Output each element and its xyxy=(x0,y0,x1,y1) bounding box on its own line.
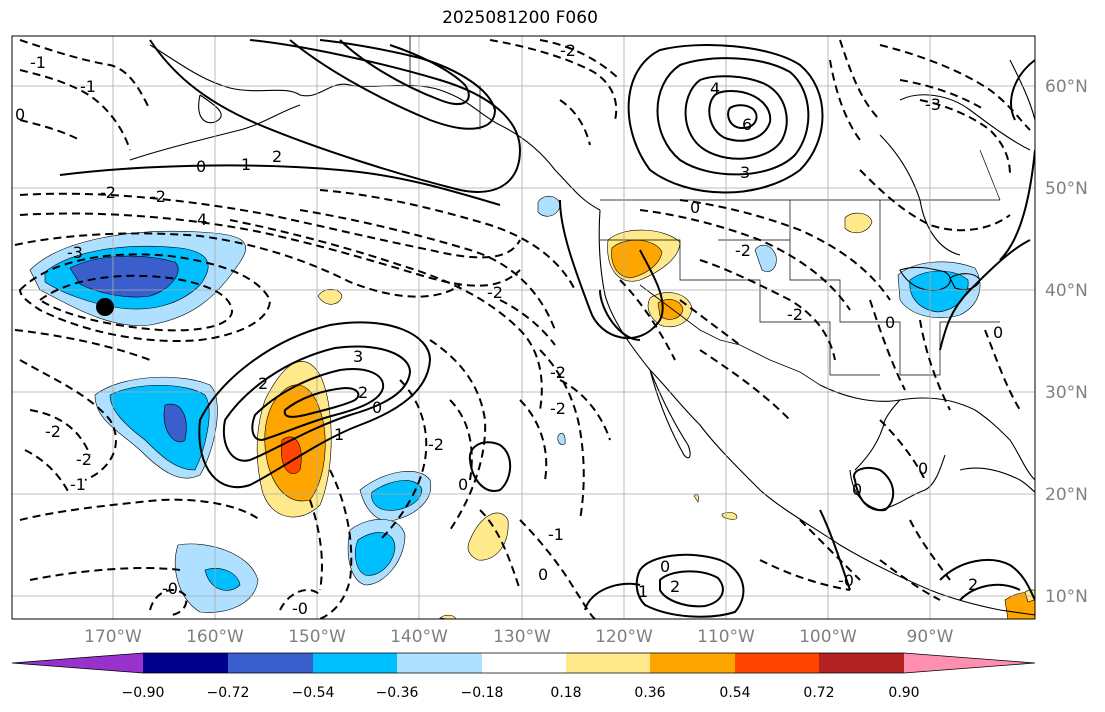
contour-label: 1 xyxy=(241,155,251,174)
contour-label: -2 xyxy=(45,422,61,441)
plot-area xyxy=(12,36,1035,619)
colorbar-segment xyxy=(650,653,735,673)
colorbar-segment xyxy=(313,653,397,673)
lat-label: 40°N xyxy=(1045,281,1088,301)
contour-label: 0 xyxy=(993,323,1003,342)
contour-label: -1 xyxy=(80,77,96,96)
contour-label: -2 xyxy=(735,241,751,260)
lon-label: 140°W xyxy=(390,627,448,647)
colorbar-outline xyxy=(11,652,1036,674)
colorbar xyxy=(11,652,1036,674)
colorbar-tick: −0.90 xyxy=(122,685,165,701)
contour-label: -2 xyxy=(787,305,803,324)
contour-label: -1 xyxy=(548,525,564,544)
colorbar-segment xyxy=(482,653,566,673)
contour-label: 2 xyxy=(258,374,268,393)
colorbar-segment xyxy=(566,653,650,673)
longitude-labels: 170°W 160°W 150°W 140°W 130°W 120°W 110°… xyxy=(84,627,954,647)
contour-label: -1 xyxy=(70,475,86,494)
contour-label: 3 xyxy=(353,347,363,366)
graticule xyxy=(12,36,1035,619)
colorbar-segment xyxy=(228,653,313,673)
contour-label: 2 xyxy=(272,147,282,166)
colorbar-segment xyxy=(904,653,1035,673)
lat-label: 50°N xyxy=(1045,179,1088,199)
contour-label: 0 xyxy=(538,565,548,584)
lat-label: 10°N xyxy=(1045,587,1088,607)
contour-label: 2 xyxy=(968,575,978,594)
contour-label: 1 xyxy=(638,582,648,601)
contour-label: 2 xyxy=(358,383,368,402)
colorbar-segment xyxy=(397,653,482,673)
contour-label: -0 xyxy=(838,571,854,590)
contour-label: -2 xyxy=(550,399,566,418)
contour-label: -2 xyxy=(560,41,576,60)
contour-label: -2 xyxy=(100,183,116,202)
lon-label: 90°W xyxy=(907,627,954,647)
contour-label: -0 xyxy=(292,599,308,618)
colorbar-tick: 0.54 xyxy=(719,685,750,701)
latitude-labels: 60°N 50°N 40°N 30°N 20°N 10°N xyxy=(1045,77,1088,607)
colorbar-segment xyxy=(819,653,904,673)
colorbar-tick: −0.54 xyxy=(292,685,335,701)
contour-label: -3 xyxy=(925,95,941,114)
colorbar-tick-labels: −0.90 −0.72 −0.54 −0.36 −0.18 0.18 0.36 … xyxy=(122,685,920,701)
contour-label: 0 xyxy=(458,475,468,494)
colorbar-tick: −0.72 xyxy=(207,685,250,701)
colorbar-tick: 0.72 xyxy=(803,685,834,701)
contour-label: -1 xyxy=(30,53,46,72)
lon-label: 110°W xyxy=(697,627,755,647)
contour-label: 0 xyxy=(15,105,25,124)
lon-label: 100°W xyxy=(799,627,857,647)
contour-label: -2 xyxy=(550,363,566,382)
contour-label: -2 xyxy=(150,187,166,206)
colorbar-tick: 0.90 xyxy=(888,685,919,701)
colorbar-segment xyxy=(735,653,819,673)
map-title: 2025081200 F060 xyxy=(442,8,598,28)
lon-label: 130°W xyxy=(493,627,551,647)
negative-contours xyxy=(14,39,1031,619)
contour-label: 0 xyxy=(852,480,862,499)
contour-label: 0 xyxy=(660,557,670,576)
contour-label: 0 xyxy=(918,459,928,478)
contour-label: 0 xyxy=(196,157,206,176)
positive-contours xyxy=(59,39,1035,618)
lat-label: 30°N xyxy=(1045,383,1088,403)
contour-label: 1 xyxy=(334,425,344,444)
contour-label: 0 xyxy=(690,198,700,217)
colorbar-tick: −0.18 xyxy=(461,685,504,701)
lon-label: 160°W xyxy=(186,627,244,647)
contour-label: 2 xyxy=(670,577,680,596)
colorbar-tick: 0.18 xyxy=(550,685,581,701)
contour-label: 4 xyxy=(197,210,207,229)
contour-label: -0 xyxy=(162,579,178,598)
lon-label: 170°W xyxy=(84,627,142,647)
contour-label: -2 xyxy=(428,435,444,454)
colorbar-segment xyxy=(143,653,228,673)
contour-label: 0 xyxy=(372,398,382,417)
contour-label: -2 xyxy=(487,283,503,302)
shaded-anomaly-fields xyxy=(29,195,1035,619)
lon-label: 150°W xyxy=(288,627,346,647)
colorbar-segment xyxy=(12,653,143,673)
colorbar-tick: 0.36 xyxy=(634,685,665,701)
lat-label: 60°N xyxy=(1045,77,1088,97)
contour-label: 3 xyxy=(740,163,750,182)
contour-label: 4 xyxy=(710,79,720,98)
contour-labels: 0 1 2 -2 -2 -1 -1 4 -3 -2 3 2 2 1 0 -2 -… xyxy=(15,41,1003,618)
colorbar-tick: −0.36 xyxy=(376,685,419,701)
contour-label: -2 xyxy=(76,450,92,469)
contour-label: 6 xyxy=(742,115,752,134)
coastlines-and-borders xyxy=(129,36,1035,616)
contour-label: -3 xyxy=(67,243,83,262)
lat-label: 20°N xyxy=(1045,485,1088,505)
plot-frame xyxy=(11,35,1036,620)
contour-label: 0 xyxy=(885,313,895,332)
lon-label: 120°W xyxy=(595,627,653,647)
location-marker xyxy=(96,298,114,316)
